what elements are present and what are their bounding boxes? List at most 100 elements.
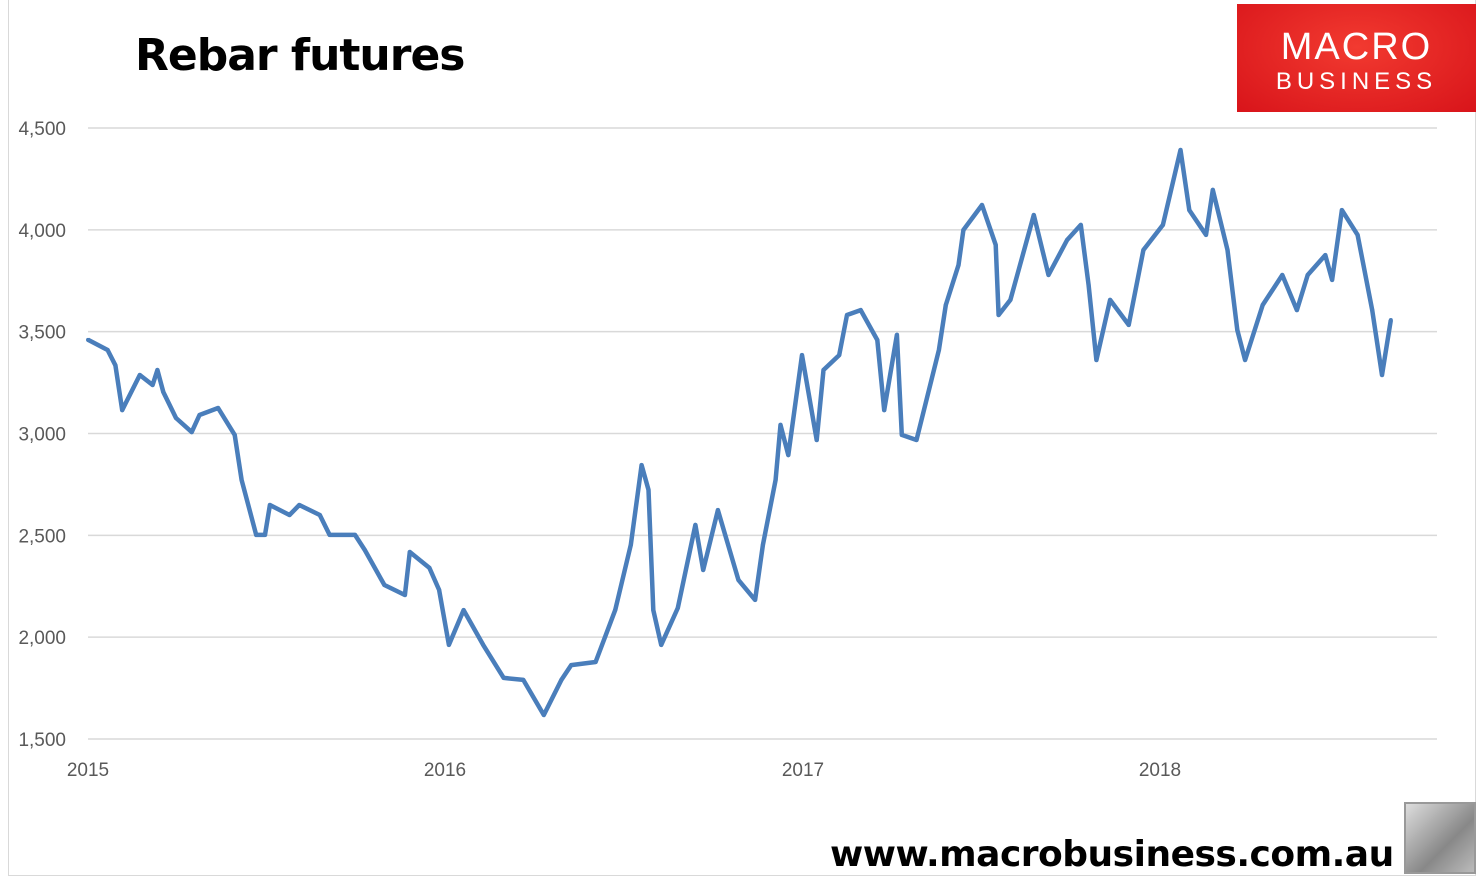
data-point	[701, 567, 706, 572]
logo-line2: BUSINESS	[1275, 68, 1438, 95]
data-point	[1323, 253, 1328, 258]
x-tick-label: 2018	[1139, 760, 1181, 781]
data-point	[821, 367, 826, 372]
data-point	[1046, 273, 1051, 278]
data-point	[197, 412, 202, 417]
x-tick-label: 2017	[782, 760, 824, 781]
data-point	[402, 593, 407, 598]
data-point	[1065, 238, 1070, 243]
data-point	[150, 383, 155, 388]
data-point	[1187, 208, 1192, 213]
data-point	[263, 532, 268, 537]
data-point	[961, 228, 966, 233]
data-point	[1330, 277, 1335, 282]
data-point	[407, 550, 412, 555]
data-point	[446, 642, 451, 647]
data-point	[254, 532, 259, 537]
data-point	[1078, 222, 1083, 227]
rebar-price-line	[86, 147, 1394, 718]
data-point	[232, 432, 237, 437]
logo-line1: MACRO	[1280, 26, 1433, 68]
data-point	[382, 583, 387, 588]
data-point	[1141, 247, 1146, 252]
data-point	[481, 642, 486, 647]
data-point	[239, 477, 244, 482]
data-point	[1203, 232, 1208, 237]
data-point	[267, 502, 272, 507]
data-point	[216, 406, 221, 411]
data-point	[675, 606, 680, 611]
data-point	[875, 338, 880, 343]
data-point	[161, 389, 166, 394]
data-point	[736, 577, 741, 582]
data-point	[569, 663, 574, 668]
data-point	[1225, 247, 1230, 252]
website-url: www.macrobusiness.com.au	[830, 834, 1394, 875]
y-tick-label: 1,500	[18, 730, 66, 751]
data-point	[936, 347, 941, 352]
data-point	[1339, 208, 1344, 213]
data-point	[559, 677, 564, 682]
y-tick-label: 2,000	[18, 628, 66, 649]
y-tick-label: 4,000	[18, 221, 66, 242]
data-point	[628, 542, 633, 547]
y-tick-label: 3,000	[18, 425, 66, 446]
data-point	[814, 438, 819, 443]
data-point	[914, 438, 919, 443]
data-point	[1235, 328, 1240, 333]
x-tick-label: 2015	[67, 760, 109, 781]
data-point	[1108, 297, 1113, 302]
data-point	[174, 416, 179, 421]
data-point	[773, 477, 778, 482]
data-point	[845, 312, 850, 317]
data-point	[427, 565, 432, 570]
y-tick-label: 4,500	[18, 119, 66, 140]
data-point	[786, 453, 791, 458]
data-point	[155, 367, 160, 372]
data-point	[1126, 322, 1131, 327]
data-point	[297, 502, 302, 507]
data-point	[1160, 222, 1165, 227]
data-point	[800, 353, 805, 358]
data-point	[1280, 273, 1285, 278]
chart-title: Rebar futures	[135, 30, 465, 81]
data-point	[501, 675, 506, 680]
data-point	[715, 508, 720, 513]
data-point	[1388, 318, 1393, 323]
data-point	[461, 608, 466, 613]
data-point	[760, 542, 765, 547]
data-point	[317, 512, 322, 517]
data-point	[353, 532, 358, 537]
wolf-logo-icon	[1404, 802, 1476, 874]
data-point	[659, 642, 664, 647]
data-point	[693, 522, 698, 527]
data-point	[521, 677, 526, 682]
data-point	[1380, 373, 1385, 378]
data-point	[894, 332, 899, 337]
data-point	[993, 242, 998, 247]
data-point	[613, 608, 618, 613]
y-tick-label: 2,500	[18, 526, 66, 547]
data-point	[1355, 232, 1360, 237]
data-point	[956, 263, 961, 268]
data-point	[1008, 297, 1013, 302]
data-point	[105, 347, 110, 352]
data-point	[1260, 302, 1265, 307]
data-point	[541, 712, 546, 717]
data-point	[646, 487, 651, 492]
x-tick-label: 2016	[424, 760, 466, 781]
data-point	[979, 202, 984, 207]
data-point	[1178, 147, 1183, 152]
data-point	[651, 608, 656, 613]
data-point	[86, 337, 90, 342]
data-point	[1094, 357, 1099, 362]
data-point	[882, 408, 887, 413]
data-point	[362, 547, 367, 552]
data-point	[753, 597, 758, 602]
data-point	[899, 432, 904, 437]
data-point	[327, 532, 332, 537]
data-point	[943, 302, 948, 307]
chart-frame	[8, 0, 1476, 876]
data-point	[137, 373, 142, 378]
